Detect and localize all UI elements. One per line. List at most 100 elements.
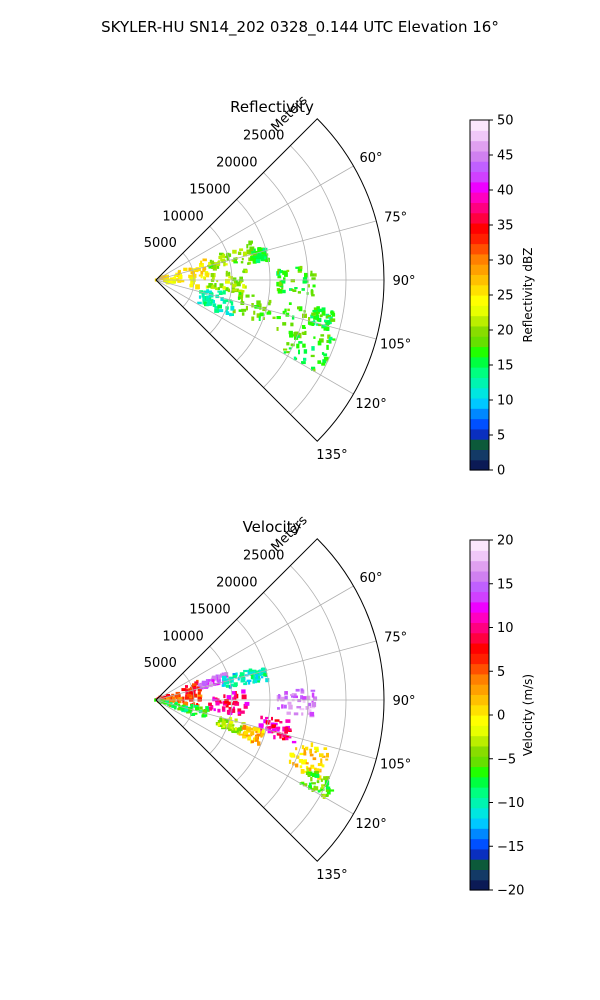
echo-cell [281, 285, 284, 290]
echo-cell [253, 728, 258, 732]
colorbar-tick-label: 20 [497, 324, 514, 339]
echo-cell [251, 316, 255, 321]
echo-cell [216, 682, 220, 686]
echo-cell [241, 257, 244, 261]
echo-cell [242, 270, 245, 273]
echo-cell [290, 343, 295, 347]
echo-layer [154, 667, 335, 799]
colorbar-swatch [470, 233, 489, 245]
echo-cell [204, 686, 209, 689]
echo-cell [192, 683, 197, 686]
echo-cell [258, 727, 264, 731]
echo-cell [168, 278, 173, 283]
echo-cell [218, 724, 223, 727]
echo-cell [221, 684, 225, 687]
echo-cell [232, 674, 237, 678]
echo-cell [303, 349, 308, 354]
echo-cell [240, 299, 243, 303]
echo-cell [299, 782, 305, 785]
echo-cell [241, 727, 244, 730]
echo-cell [316, 323, 319, 326]
echo-cell [207, 679, 211, 682]
echo-cell [290, 279, 295, 283]
echo-cell [189, 691, 194, 694]
echo-cell [250, 255, 255, 261]
echo-cell [292, 289, 297, 292]
echo-cell [308, 782, 312, 787]
echo-cell [222, 253, 226, 258]
echo-cell [303, 751, 307, 756]
echo-cell [295, 332, 300, 335]
echo-cell [264, 253, 268, 259]
reflectivity-title: Reflectivity [230, 98, 314, 116]
echo-cell [286, 269, 290, 272]
echo-cell [329, 789, 335, 792]
echo-cell [311, 322, 315, 326]
echo-cell [252, 675, 255, 680]
echo-cell [219, 716, 222, 720]
echo-cell [260, 676, 264, 679]
echo-cell [238, 294, 244, 298]
echo-cell [248, 679, 251, 685]
echo-cell [286, 351, 290, 354]
echo-cell [295, 688, 300, 692]
colorbar-swatch [470, 356, 489, 368]
colorbar-swatch [470, 274, 489, 286]
echo-cell [283, 351, 287, 354]
echo-cell [200, 275, 203, 279]
echo-cell [308, 767, 312, 772]
echo-cell [301, 745, 305, 750]
echo-cell [280, 696, 285, 702]
echo-cell [206, 295, 209, 301]
colorbar-swatch [470, 622, 489, 634]
colorbar-swatch [470, 387, 489, 399]
echo-cell [221, 725, 226, 728]
echo-cell [315, 768, 320, 774]
echo-cell [227, 288, 230, 293]
echo-cell [252, 669, 257, 674]
echo-cell [227, 721, 232, 724]
echo-cell [206, 301, 212, 306]
echo-cell [259, 255, 264, 259]
echo-cell [256, 303, 262, 308]
colorbar-swatch [470, 766, 489, 778]
echo-cell [301, 288, 305, 291]
echo-cell [217, 723, 220, 727]
echo-cell [320, 334, 325, 337]
colorbar-swatch [470, 869, 489, 881]
echo-cell [189, 277, 194, 281]
echo-cell [309, 771, 313, 777]
echo-cell [227, 701, 231, 705]
sector-outline [155, 538, 385, 862]
echo-cell [202, 714, 204, 718]
echo-cell [172, 276, 176, 281]
echo-cell [287, 308, 290, 312]
echo-cell [294, 332, 298, 337]
colorbar-swatch [470, 305, 489, 317]
echo-cell [191, 684, 194, 688]
echo-cell [246, 244, 249, 249]
echo-cell [277, 270, 279, 275]
colorbar-tick-label: 45 [497, 149, 514, 164]
echo-cell [255, 259, 261, 264]
colorbar-swatch [470, 192, 489, 203]
echo-cell [324, 319, 327, 323]
colorbar-swatch [470, 612, 489, 623]
echo-cell [288, 728, 292, 732]
echo-cell [290, 752, 295, 758]
echo-cell [319, 338, 324, 343]
echo-cell [294, 287, 298, 290]
echo-region [207, 240, 255, 271]
echo-cell [312, 696, 318, 701]
echo-cell [259, 312, 264, 317]
echo-cell [318, 317, 322, 323]
echo-cell [238, 292, 242, 295]
echo-cell [299, 752, 304, 756]
echo-cell [216, 280, 219, 283]
echo-cell [228, 708, 233, 713]
echo-cell [221, 706, 225, 711]
azimuth-spoke [155, 699, 377, 760]
echo-cell [278, 694, 281, 699]
colorbar-swatch [470, 408, 489, 420]
echo-cell [309, 711, 315, 717]
